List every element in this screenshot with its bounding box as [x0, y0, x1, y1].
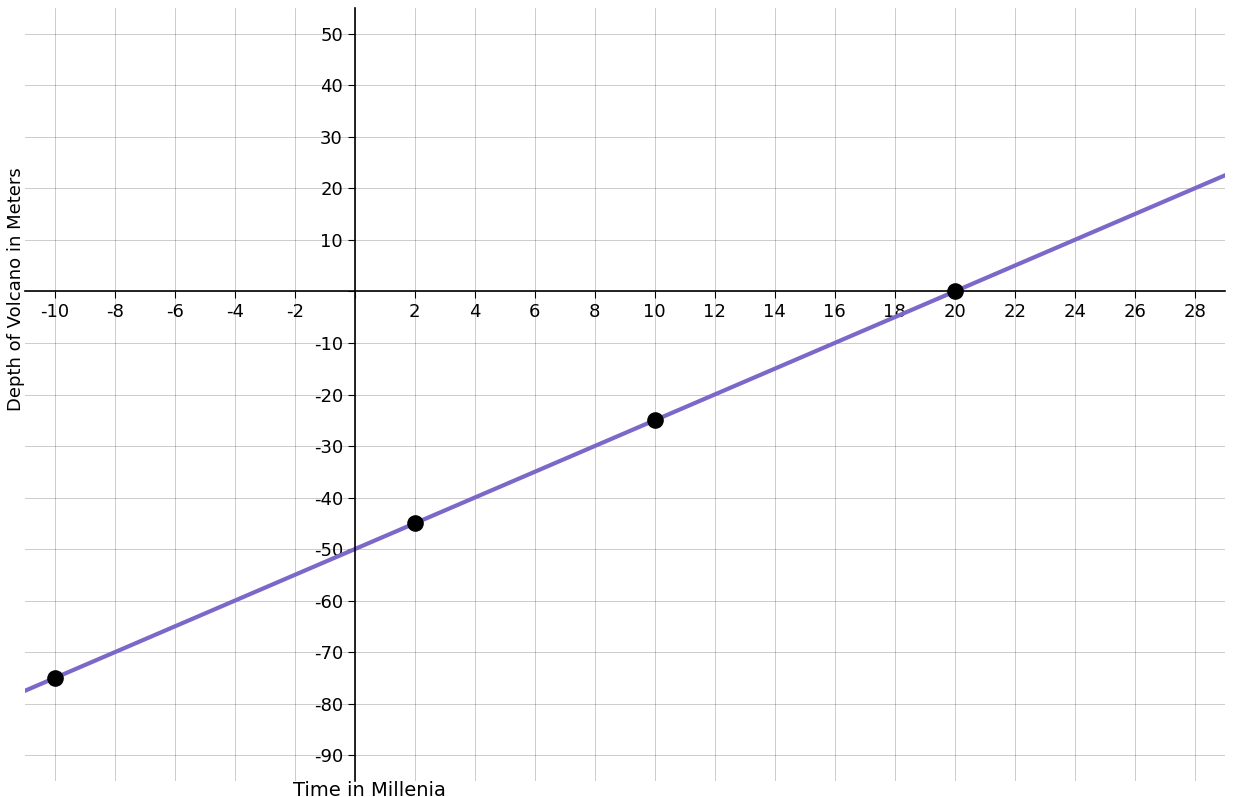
Point	[945, 285, 965, 298]
Point	[404, 517, 424, 530]
Text: Time in Millenia: Time in Millenia	[293, 781, 447, 797]
Text: Depth of Volcano in Meters: Depth of Volcano in Meters	[6, 167, 25, 410]
Point	[45, 672, 64, 685]
Point	[644, 414, 664, 426]
